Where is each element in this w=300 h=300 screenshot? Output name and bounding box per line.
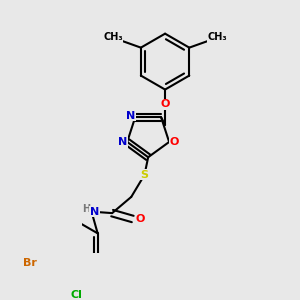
Text: CH₃: CH₃ bbox=[103, 32, 123, 42]
Text: O: O bbox=[160, 99, 170, 109]
Text: S: S bbox=[140, 170, 148, 180]
Text: N: N bbox=[126, 111, 135, 121]
Text: H: H bbox=[82, 204, 91, 214]
Text: O: O bbox=[169, 137, 179, 147]
Text: N: N bbox=[90, 207, 99, 217]
Text: N: N bbox=[118, 137, 128, 147]
Text: CH₃: CH₃ bbox=[207, 32, 227, 42]
Text: O: O bbox=[135, 214, 145, 224]
Text: Br: Br bbox=[22, 258, 37, 268]
Text: Cl: Cl bbox=[71, 290, 83, 300]
